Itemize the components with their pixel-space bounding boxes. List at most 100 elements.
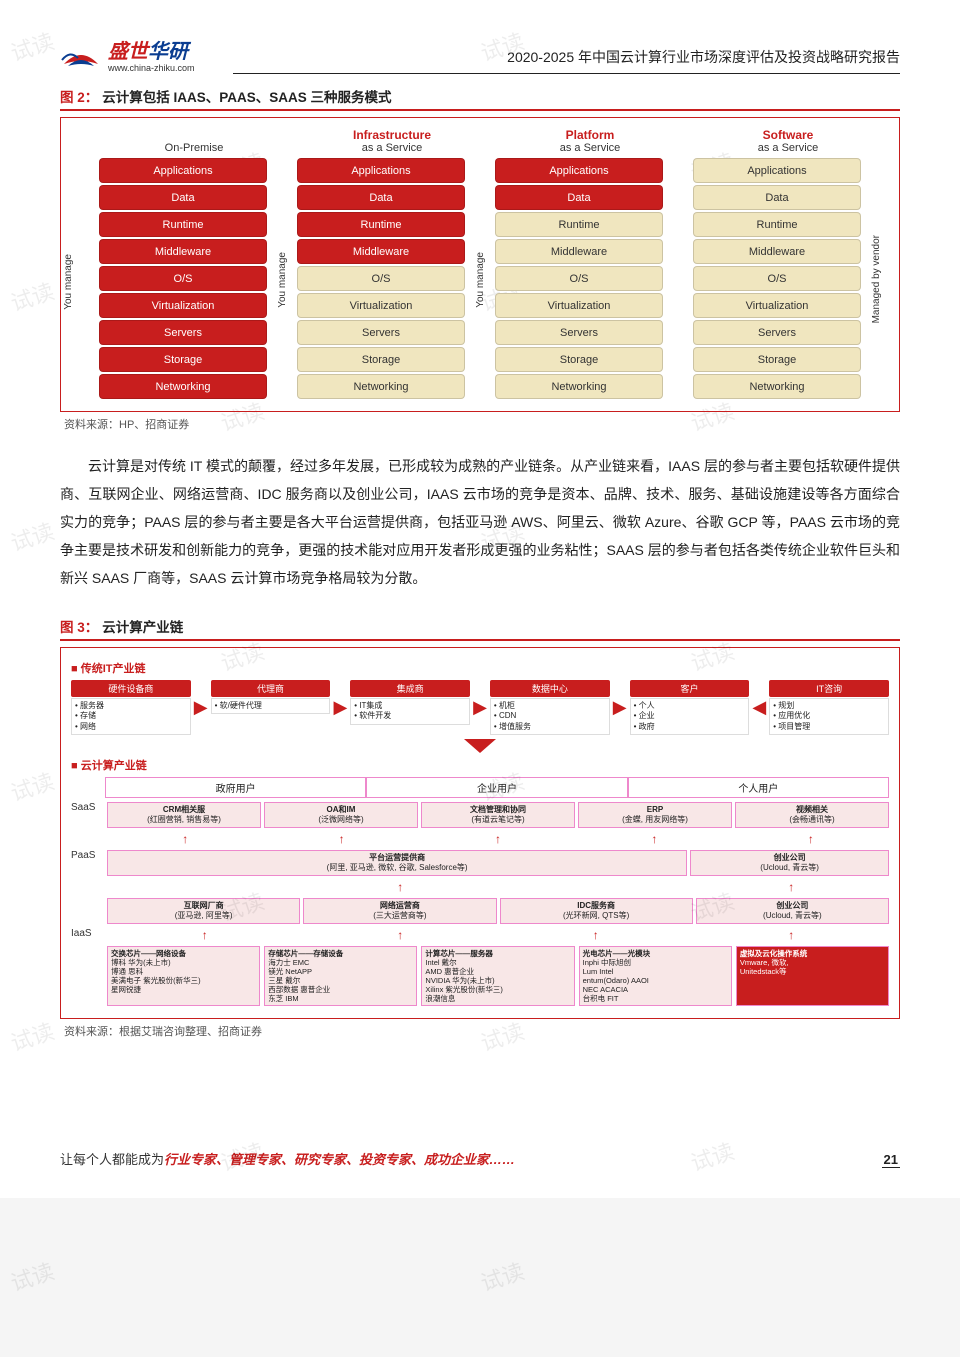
fig2-layer: Middleware bbox=[495, 239, 663, 264]
page-number: 21 bbox=[882, 1152, 900, 1168]
fig2-layer: Storage bbox=[495, 347, 663, 372]
fig3-saas-node: CRM相关服(红圈营销, 销售易等) bbox=[107, 802, 261, 828]
fig3-iaas-bottom-node: 交换芯片——网络设备博科 华为(未上市)博通 思科美满电子 紫光股份(新华三) … bbox=[107, 946, 260, 1006]
fig3-sec1-title: ■ 传统IT产业链 bbox=[71, 660, 889, 676]
fig3-user-cell: 企业用户 bbox=[366, 777, 627, 798]
footer-slogan-b: 行业专家、管理专家、研究专家、投资专家、成功企业家…… bbox=[164, 1152, 515, 1167]
arrow-right-icon: ▶ bbox=[193, 697, 209, 718]
page-header: 盛世华研 www.china-zhiku.com 2020-2025 年中国云计… bbox=[60, 40, 900, 74]
figure3-industry-chain: ■ 传统IT产业链 硬件设备商• 服务器• 存储• 网络▶代理商• 软/硬件代理… bbox=[60, 647, 900, 1019]
footer-slogan-a: 让每个人都能成为 bbox=[60, 1152, 164, 1167]
figure2-source: 资料来源：HP、招商证券 bbox=[64, 416, 900, 432]
fig3-iaas-top-row: 互联网厂商(亚马逊, 阿里等)网络运营商(三大运营商等)IDC服务商(光环新网,… bbox=[71, 898, 889, 924]
vendor-manage-label bbox=[667, 158, 689, 401]
fig2-layer: Applications bbox=[99, 158, 267, 183]
fig2-layer: O/S bbox=[297, 266, 465, 291]
fig2-layer: Applications bbox=[297, 158, 465, 183]
fig2-layer: Data bbox=[297, 185, 465, 210]
fig2-layer: Virtualization bbox=[297, 293, 465, 318]
body-paragraph: 云计算是对传统 IT 模式的颠覆，经过多年发展，已形成较为成熟的产业链条。从产业… bbox=[60, 452, 900, 592]
arrow-right-icon: ▶ bbox=[612, 697, 628, 718]
fig3-iaas-top-node: IDC服务商(光环新网, QTS等) bbox=[500, 898, 693, 924]
fig3-saas-node: 文档管理和协同(有道云笔记等) bbox=[421, 802, 575, 828]
fig3-trad-node: IT咨询• 规划• 应用优化• 项目管理 bbox=[769, 680, 889, 735]
fig2-stack: ApplicationsDataRuntimeMiddlewareO/SVirt… bbox=[491, 158, 667, 401]
fig2-layer: Virtualization bbox=[693, 293, 861, 318]
fig3-paas-node: 创业公司(Ucloud, 青云等) bbox=[690, 850, 889, 876]
vendor-manage-label: Managed by vendor bbox=[865, 158, 887, 401]
figure2-caption: 图 2：云计算包括 IAAS、PAAS、SAAS 三种服务模式 bbox=[60, 86, 900, 111]
fig3-saas-row: SaaS CRM相关服(红圈营销, 销售易等)OA和IM(泛微网络等)文档管理和… bbox=[71, 802, 889, 828]
fig3-iaas-top-node: 互联网厂商(亚马逊, 阿里等) bbox=[107, 898, 300, 924]
figure3-source: 资料来源：根据艾瑞咨询整理、招商证券 bbox=[64, 1023, 900, 1039]
fig2-layer: Runtime bbox=[693, 212, 861, 237]
fig2-layer: Runtime bbox=[495, 212, 663, 237]
fig2-layer: Servers bbox=[495, 320, 663, 345]
page-footer: 让每个人都能成为行业专家、管理专家、研究专家、投资专家、成功企业家…… 21 bbox=[60, 1149, 900, 1168]
figure3-caption: 图 3：云计算产业链 bbox=[60, 616, 900, 641]
document-title: 2020-2025 年中国云计算行业市场深度评估及投资战略研究报告 bbox=[233, 47, 900, 74]
fig2-layer: Storage bbox=[693, 347, 861, 372]
arrow-right-icon: ▶ bbox=[472, 697, 488, 718]
fig2-layer: Data bbox=[495, 185, 663, 210]
fig2-stack: ApplicationsDataRuntimeMiddlewareO/SVirt… bbox=[95, 158, 271, 401]
fig3-traditional-row: 硬件设备商• 服务器• 存储• 网络▶代理商• 软/硬件代理▶集成商• IT集成… bbox=[71, 680, 889, 735]
fig3-trad-node: 硬件设备商• 服务器• 存储• 网络 bbox=[71, 680, 191, 735]
fig3-paas-row: PaaS 平台运营提供商(阿里, 亚马逊, 微软, 谷歌, Salesforce… bbox=[71, 850, 889, 876]
fig3-iaas-bottom-node: 光电芯片——光模块Inphi 中际旭创Lum Intelentum(Odaro)… bbox=[579, 946, 732, 1006]
fig3-iaas-bottom-node: 计算芯片——服务器Intel 戴尔AMD 惠普企业NVIDIA 华为(未上市)X… bbox=[421, 946, 574, 1006]
arrow-right-icon: ▶ bbox=[332, 697, 348, 718]
fig2-layer: Applications bbox=[495, 158, 663, 183]
fig2-layer: Middleware bbox=[297, 239, 465, 264]
fig2-layer: O/S bbox=[693, 266, 861, 291]
fig2-layer: Servers bbox=[693, 320, 861, 345]
fig3-sec2-title: ■ 云计算产业链 bbox=[71, 757, 889, 773]
fig3-user-row: 政府用户企业用户个人用户 bbox=[105, 777, 889, 798]
you-manage-label: You manage bbox=[469, 158, 491, 401]
fig3-iaas-bottom-node: 虚拟及云化操作系统Vmware, 微软,Unitedstack等 bbox=[736, 946, 889, 1006]
fig3-iaas-bottom-row: 交换芯片——网络设备博科 华为(未上市)博通 思科美满电子 紫光股份(新华三) … bbox=[71, 946, 889, 1006]
fig3-user-cell: 政府用户 bbox=[105, 777, 366, 798]
fig2-layer: Networking bbox=[693, 374, 861, 399]
fig3-iaas-bottom-node: 存储芯片——存储设备海力士 EMC镁光 NetAPP三星 戴尔西部数据 惠普企业… bbox=[264, 946, 417, 1006]
fig2-layer: Servers bbox=[297, 320, 465, 345]
fig2-layer: Middleware bbox=[99, 239, 267, 264]
figure2-service-models: You manage On-PremiseInfrastructureas a … bbox=[60, 117, 900, 412]
logo: 盛世华研 www.china-zhiku.com bbox=[60, 40, 195, 74]
fig3-user-cell: 个人用户 bbox=[628, 777, 889, 798]
fig2-layer: Runtime bbox=[99, 212, 267, 237]
fig3-paas-node: 平台运营提供商(阿里, 亚马逊, 微软, 谷歌, Salesforce等) bbox=[107, 850, 687, 876]
logo-url: www.china-zhiku.com bbox=[108, 64, 195, 73]
fig2-layer: Virtualization bbox=[99, 293, 267, 318]
fig2-layer: Networking bbox=[297, 374, 465, 399]
logo-icon bbox=[60, 40, 102, 74]
you-manage-label: You manage bbox=[271, 158, 293, 401]
fig3-saas-node: ERP(金蝶, 用友网络等) bbox=[578, 802, 732, 828]
fig2-layer: Storage bbox=[99, 347, 267, 372]
fig2-layer: Data bbox=[99, 185, 267, 210]
fig2-layer: Networking bbox=[495, 374, 663, 399]
fig2-col-header: On-Premise bbox=[95, 128, 293, 158]
fig2-stack: ApplicationsDataRuntimeMiddlewareO/SVirt… bbox=[293, 158, 469, 401]
fig3-iaas-top-node: 网络运营商(三大运营商等) bbox=[303, 898, 496, 924]
fig3-trad-node: 客户• 个人• 企业• 政府 bbox=[630, 680, 750, 735]
fig3-trad-node: 集成商• IT集成• 软件开发 bbox=[350, 680, 470, 735]
fig2-layer: Storage bbox=[297, 347, 465, 372]
fig2-col-header: Softwareas a Service bbox=[689, 128, 887, 158]
fig2-layer: Data bbox=[693, 185, 861, 210]
paas-label: PaaS bbox=[71, 850, 105, 876]
fig2-layer: Virtualization bbox=[495, 293, 663, 318]
logo-text: 盛世华研 bbox=[108, 42, 195, 62]
you-manage-bracket: You manage bbox=[63, 158, 74, 405]
fig3-saas-node: OA和IM(泛微网络等) bbox=[264, 802, 418, 828]
fig3-saas-node: 视频相关(会畅通讯等) bbox=[735, 802, 889, 828]
fig2-layer: Middleware bbox=[693, 239, 861, 264]
fig2-stack: ApplicationsDataRuntimeMiddlewareO/SVirt… bbox=[689, 158, 865, 401]
fig2-layer: O/S bbox=[495, 266, 663, 291]
fig2-col-header: Platformas a Service bbox=[491, 128, 689, 158]
fig2-layer: Runtime bbox=[297, 212, 465, 237]
fig2-layer: O/S bbox=[99, 266, 267, 291]
fig3-iaas-top-node: 创业公司(Ucloud, 青云等) bbox=[696, 898, 889, 924]
saas-label: SaaS bbox=[71, 802, 105, 828]
arrow-down-icon bbox=[71, 739, 889, 753]
